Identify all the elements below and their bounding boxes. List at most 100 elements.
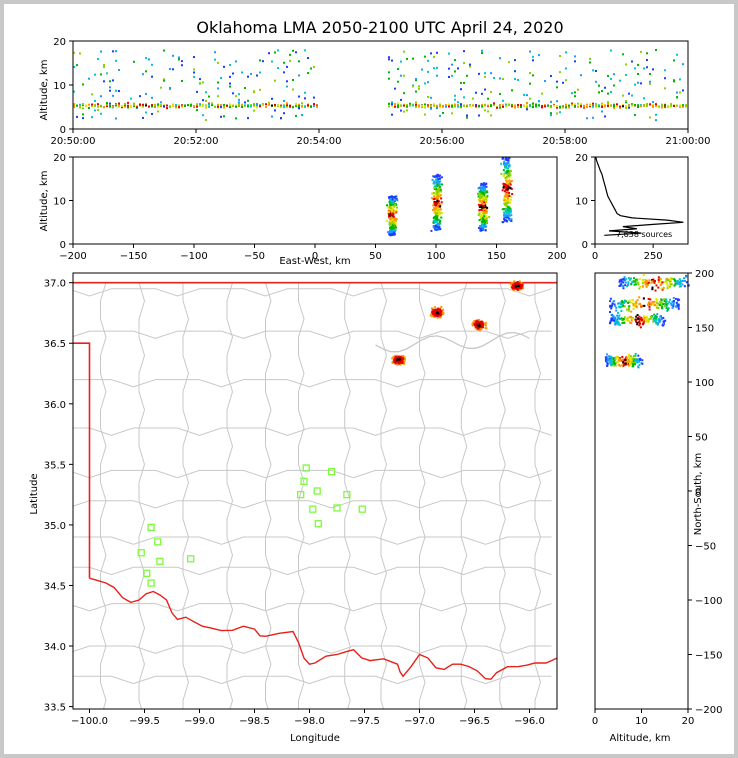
ns-source [649, 317, 652, 320]
time-source [664, 87, 666, 90]
ns-source [621, 303, 624, 306]
county-line [73, 536, 552, 545]
time-source [121, 105, 123, 108]
time-source [466, 114, 468, 117]
ew-source [481, 223, 484, 226]
ew-source [504, 176, 507, 179]
time-source [484, 88, 486, 91]
time-source [490, 105, 492, 108]
time-source [175, 104, 177, 107]
ew-source [479, 225, 482, 228]
time-source [298, 60, 300, 63]
ns-panel-frame [594, 272, 689, 710]
ew-source [436, 183, 439, 186]
time-source [490, 114, 492, 117]
ew-source [434, 193, 437, 196]
time-source [265, 106, 267, 109]
time-source [286, 102, 288, 105]
time-source [280, 105, 282, 108]
time-source [112, 50, 114, 53]
ew-source [388, 221, 391, 224]
lma-station-marker [297, 490, 305, 499]
time-source [124, 104, 126, 107]
time-source [178, 104, 180, 107]
ew-source [432, 208, 435, 211]
ew-source [481, 225, 484, 228]
ns-source [659, 284, 662, 287]
time-source [181, 79, 183, 82]
time-source [406, 57, 408, 60]
ns-source [669, 283, 672, 286]
ew-source [431, 197, 434, 200]
time-source [502, 99, 504, 102]
ns-source [652, 303, 655, 306]
ew-source [485, 200, 488, 203]
ns-source [672, 300, 675, 303]
time-source [646, 104, 648, 107]
ns-source [617, 320, 620, 323]
time-source [673, 80, 675, 83]
ns-source [673, 284, 676, 287]
time-source [583, 105, 585, 108]
ns-source [627, 307, 630, 310]
map-source [434, 309, 437, 312]
time-ytick: 0 [60, 125, 66, 136]
ew-source [504, 162, 507, 165]
time-source [235, 104, 237, 107]
time-source [616, 103, 618, 106]
time-source [532, 106, 534, 109]
ew-source [504, 207, 507, 210]
ns-source [619, 302, 622, 305]
ns-source [618, 284, 621, 287]
time-source [307, 104, 309, 107]
time-source [448, 103, 450, 106]
time-source [622, 103, 624, 106]
ew-source [441, 183, 444, 186]
ew-source [509, 209, 512, 212]
time-source [220, 104, 222, 107]
time-source [394, 105, 396, 108]
ns-ytick: −200 [695, 705, 722, 716]
time-source [172, 103, 174, 106]
time-source [115, 104, 117, 107]
time-source [592, 116, 594, 119]
ns-source [637, 317, 640, 320]
ns-source [626, 357, 629, 360]
ns-source [614, 304, 617, 307]
ns-source [652, 318, 655, 321]
ns-xtick: 10 [635, 716, 648, 727]
time-source [439, 106, 441, 109]
time-source [481, 52, 483, 55]
time-source [301, 113, 303, 116]
ew-source [480, 203, 483, 206]
ew-source [485, 218, 488, 221]
time-source [523, 93, 525, 96]
ns-source [641, 281, 644, 284]
ew-source [501, 157, 504, 160]
time-source [115, 89, 117, 92]
ns-source [622, 284, 625, 287]
time-source [403, 50, 405, 53]
ew-source [507, 194, 510, 197]
map-source [521, 283, 524, 286]
time-source [229, 75, 231, 78]
time-source [259, 59, 261, 62]
time-source [604, 86, 606, 89]
time-source [532, 103, 534, 106]
ew-source [481, 207, 484, 210]
map-xtick: −99.0 [184, 716, 215, 727]
time-source [586, 103, 588, 106]
time-source [142, 103, 144, 106]
ew-source [508, 176, 511, 179]
ew-source [393, 231, 396, 234]
time-source [514, 59, 516, 62]
time-source [622, 53, 624, 56]
ns-source [637, 360, 640, 363]
ew-source [389, 198, 392, 201]
map-source [441, 312, 444, 315]
time-source [433, 67, 435, 70]
time-source [307, 105, 309, 108]
time-source [406, 103, 408, 106]
time-source [154, 105, 156, 108]
time-source [670, 104, 672, 107]
